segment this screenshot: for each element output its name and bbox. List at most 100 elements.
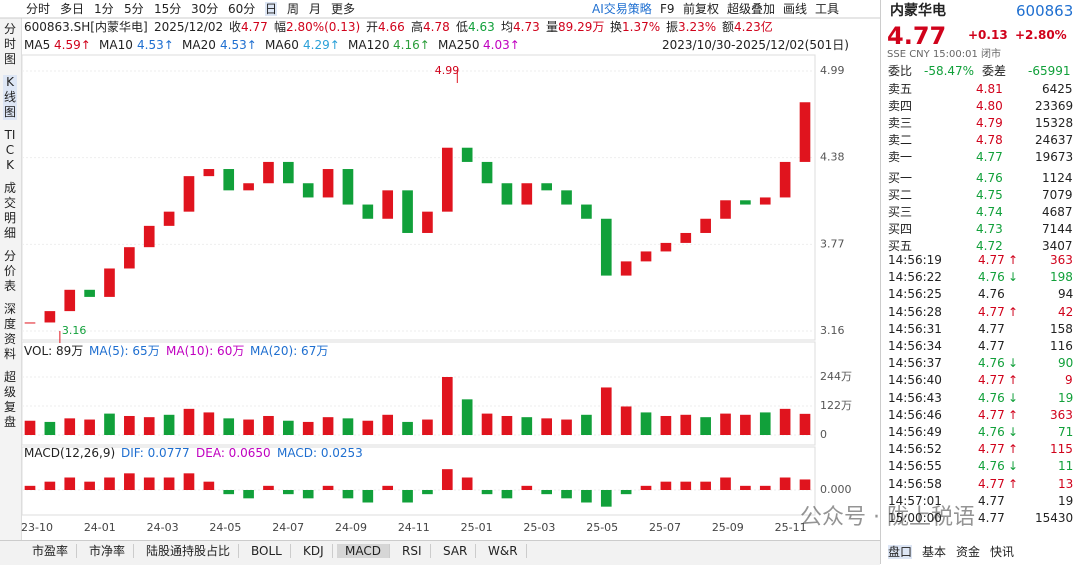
volume-bar <box>561 419 572 435</box>
tool-button[interactable]: AI交易策略 <box>592 2 652 16</box>
info-label: 均 <box>501 20 514 34</box>
book-volume: 4687 <box>1042 205 1073 219</box>
x-tick-label: 25-05 <box>586 521 618 534</box>
macd-bar <box>84 481 95 490</box>
indicator-tab[interactable]: W&R <box>480 544 527 558</box>
info-value: 4.73 <box>513 20 540 34</box>
y-tick-label: 3.77 <box>820 237 845 250</box>
book-volume: 7079 <box>1042 188 1073 202</box>
book-level: 卖三 <box>888 116 913 130</box>
timeframe-tab[interactable]: 多日 <box>60 2 85 16</box>
side-tab[interactable]: 深度资料 <box>3 302 16 361</box>
ma-value: 4.29↑ <box>303 38 340 52</box>
trade-volume: 198 <box>1050 270 1073 285</box>
indicator-tab[interactable]: BOLL <box>243 544 291 558</box>
side-tab[interactable]: 成交明细 <box>3 181 16 240</box>
info-label: 振 <box>666 20 679 34</box>
indicator-legend: MACD: 0.0253 <box>277 446 363 460</box>
candle <box>561 190 572 205</box>
trade-time: 14:56:55 <box>888 459 942 474</box>
timeframe-tab[interactable]: 15分 <box>154 2 182 16</box>
x-tick-label: 24-01 <box>84 521 116 534</box>
indicator-tab[interactable]: MACD <box>337 544 390 558</box>
ma-label: MA10 <box>99 38 133 52</box>
tool-button[interactable]: 前复权 <box>683 2 720 16</box>
volume-bar <box>620 406 632 435</box>
trade-time: 14:56:22 <box>888 270 942 285</box>
tool-button[interactable]: 工具 <box>815 2 840 16</box>
x-tick-label: 24-03 <box>147 521 179 534</box>
tool-button[interactable]: 超级叠加 <box>727 2 776 16</box>
macd-bar <box>24 485 36 490</box>
volume-bar <box>600 387 612 435</box>
book-volume: 24637 <box>1035 133 1074 147</box>
x-tick-label: 24-07 <box>272 521 304 534</box>
side-tab[interactable]: TICK <box>4 128 16 172</box>
candle <box>422 211 433 233</box>
indicator-legend: MACD(12,26,9) <box>24 446 116 460</box>
panel-tab[interactable]: 快讯 <box>990 545 1015 559</box>
indicator-tab[interactable]: KDJ <box>295 544 333 558</box>
book-price: 4.81 <box>976 82 1003 96</box>
macd-bar <box>759 485 771 490</box>
x-tick-label: 25-01 <box>461 521 493 534</box>
side-tab[interactable]: 分价表 <box>3 249 16 293</box>
panel-tab[interactable]: 盘口 <box>888 545 913 559</box>
panel-tab[interactable]: 基本 <box>922 545 947 559</box>
macd-bar <box>362 490 374 503</box>
x-tick-label: 23-10 <box>21 521 53 534</box>
tool-button[interactable]: 画线 <box>783 2 808 16</box>
macd-bar <box>124 473 135 490</box>
ma-label: MA5 <box>24 38 51 52</box>
indicator-tab[interactable]: RSI <box>394 544 431 558</box>
trade-price: 4.76 <box>978 356 1005 371</box>
volume-bar <box>581 414 592 435</box>
info-label: 额 <box>722 20 735 34</box>
indicator-legend: DEA: 0.0650 <box>196 446 271 460</box>
timeframe-tab[interactable]: 更多 <box>331 2 356 16</box>
timeframe-tab[interactable]: 30分 <box>191 2 219 16</box>
candle <box>600 218 612 276</box>
stock-name: 内蒙华电 <box>890 3 946 19</box>
volume-bar <box>660 415 672 435</box>
side-tab[interactable]: K线图 <box>3 75 17 120</box>
book-price: 4.80 <box>976 99 1003 113</box>
indicator-tab[interactable]: 市盈率 <box>24 544 78 558</box>
trade-volume: 115 <box>1050 442 1073 457</box>
timeframe-tab[interactable]: 5分 <box>124 2 144 16</box>
macd-bar <box>402 490 413 503</box>
volume-bar <box>382 414 394 435</box>
order-ratio-label: 委比 <box>888 64 913 78</box>
timeframe-tab[interactable]: 月 <box>309 2 322 16</box>
timeframe-tab[interactable]: 1分 <box>94 2 114 16</box>
candle <box>541 183 552 191</box>
macd-bar <box>44 481 56 490</box>
candle <box>680 232 692 243</box>
indicator-tab[interactable]: 市净率 <box>81 544 135 558</box>
timeframe-tab[interactable]: 60分 <box>228 2 256 16</box>
book-volume: 1124 <box>1042 171 1073 185</box>
timeframe-tab[interactable]: 分时 <box>26 2 51 16</box>
y-tick-label: 244万 <box>820 370 852 383</box>
candle <box>640 251 652 262</box>
side-tab[interactable]: 分时图 <box>3 22 16 66</box>
tool-button[interactable]: F9 <box>660 2 675 16</box>
stock-code: 600863 <box>1016 2 1074 20</box>
timeframe-tab[interactable]: 日 <box>265 2 278 16</box>
panel-tab[interactable]: 资金 <box>956 545 981 559</box>
macd-bar <box>223 490 235 495</box>
volume-bar <box>124 415 135 435</box>
info-label: 幅 <box>274 20 287 34</box>
book-volume: 6425 <box>1042 82 1073 96</box>
macd-bar <box>561 490 572 499</box>
info-value: 1.37% <box>622 20 661 34</box>
side-tab[interactable]: 超级复盘 <box>3 370 16 429</box>
trade-time: 14:56:58 <box>888 476 942 491</box>
trade-time: 14:56:40 <box>888 373 942 388</box>
indicator-tab[interactable]: SAR <box>435 544 477 558</box>
timeframe-tab[interactable]: 周 <box>287 2 300 16</box>
macd-bar <box>342 490 354 499</box>
candle <box>382 190 394 219</box>
volume-bar <box>740 414 751 435</box>
indicator-tab[interactable]: 陆股通持股占比 <box>138 544 240 558</box>
